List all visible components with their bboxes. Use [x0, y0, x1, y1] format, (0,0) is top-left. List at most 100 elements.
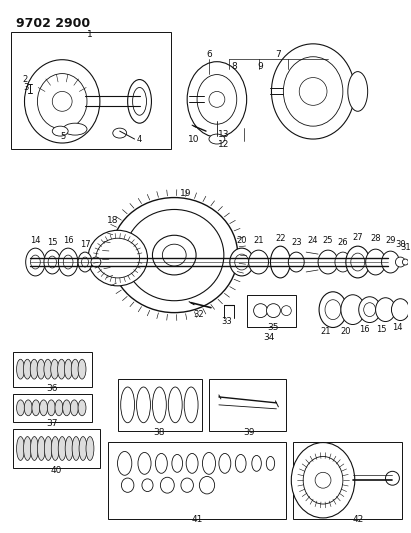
Ellipse shape	[121, 387, 134, 423]
Ellipse shape	[51, 359, 59, 379]
Ellipse shape	[138, 453, 151, 474]
Ellipse shape	[346, 246, 369, 278]
Ellipse shape	[81, 257, 88, 267]
Text: 34: 34	[263, 333, 274, 342]
Text: 28: 28	[370, 234, 381, 243]
Text: 23: 23	[291, 238, 302, 247]
Ellipse shape	[23, 437, 31, 461]
Ellipse shape	[44, 359, 52, 379]
Ellipse shape	[113, 128, 127, 138]
Ellipse shape	[235, 254, 249, 270]
Ellipse shape	[133, 87, 146, 115]
Ellipse shape	[70, 400, 79, 416]
Ellipse shape	[351, 253, 365, 271]
Ellipse shape	[155, 454, 167, 473]
Ellipse shape	[199, 477, 215, 494]
Ellipse shape	[249, 250, 268, 274]
Text: 42: 42	[352, 515, 363, 524]
Ellipse shape	[172, 455, 182, 472]
Ellipse shape	[24, 400, 32, 416]
Bar	[293, 441, 402, 519]
Circle shape	[91, 257, 101, 267]
Ellipse shape	[39, 400, 48, 416]
Ellipse shape	[44, 437, 52, 461]
Text: 21: 21	[253, 236, 264, 245]
Ellipse shape	[184, 387, 198, 423]
Ellipse shape	[16, 437, 25, 461]
Ellipse shape	[32, 400, 40, 416]
Text: 25: 25	[323, 236, 333, 245]
Circle shape	[52, 92, 72, 111]
Ellipse shape	[169, 387, 182, 423]
Ellipse shape	[303, 456, 343, 504]
Text: 41: 41	[192, 515, 203, 524]
Circle shape	[395, 257, 405, 267]
Text: 7: 7	[275, 50, 281, 59]
Ellipse shape	[203, 453, 215, 474]
Circle shape	[315, 472, 331, 488]
Ellipse shape	[37, 359, 45, 379]
Ellipse shape	[37, 74, 87, 129]
Text: 29: 29	[385, 236, 396, 245]
Ellipse shape	[152, 235, 196, 275]
Text: 39: 39	[243, 428, 254, 437]
Ellipse shape	[63, 400, 71, 416]
Text: 17: 17	[80, 240, 90, 249]
Ellipse shape	[78, 252, 92, 272]
Ellipse shape	[335, 252, 351, 272]
Ellipse shape	[121, 478, 134, 492]
Ellipse shape	[325, 300, 341, 320]
Ellipse shape	[283, 56, 343, 126]
Text: 31: 31	[400, 243, 411, 252]
Ellipse shape	[58, 359, 65, 379]
Ellipse shape	[30, 255, 40, 269]
Ellipse shape	[271, 44, 355, 139]
Ellipse shape	[118, 451, 132, 475]
Ellipse shape	[37, 437, 45, 461]
Ellipse shape	[47, 400, 55, 416]
Ellipse shape	[181, 478, 194, 492]
Ellipse shape	[391, 298, 409, 320]
Ellipse shape	[88, 230, 148, 286]
Bar	[118, 379, 202, 431]
Ellipse shape	[254, 304, 268, 318]
Ellipse shape	[78, 359, 86, 379]
Text: 15: 15	[376, 325, 387, 334]
Text: 15: 15	[47, 238, 58, 247]
Text: 16: 16	[359, 325, 370, 334]
Ellipse shape	[266, 304, 280, 318]
Text: 22: 22	[275, 234, 286, 243]
Ellipse shape	[72, 437, 80, 461]
Text: 14: 14	[392, 323, 403, 332]
Bar	[13, 429, 100, 469]
Ellipse shape	[152, 387, 166, 423]
Ellipse shape	[52, 126, 68, 136]
Ellipse shape	[65, 359, 72, 379]
Ellipse shape	[25, 60, 100, 143]
Ellipse shape	[96, 238, 140, 278]
Ellipse shape	[55, 400, 63, 416]
Ellipse shape	[58, 248, 78, 276]
Ellipse shape	[44, 250, 60, 274]
Text: 20: 20	[341, 327, 351, 336]
Text: 24: 24	[308, 236, 319, 245]
Ellipse shape	[78, 400, 86, 416]
Ellipse shape	[364, 303, 376, 317]
Ellipse shape	[26, 248, 45, 276]
Text: 16: 16	[63, 236, 74, 245]
Ellipse shape	[30, 359, 38, 379]
Ellipse shape	[142, 479, 153, 491]
Text: 38: 38	[154, 428, 165, 437]
Text: 1: 1	[87, 30, 93, 39]
Bar	[108, 441, 286, 519]
Ellipse shape	[128, 79, 151, 123]
Ellipse shape	[230, 248, 254, 276]
Ellipse shape	[359, 297, 381, 322]
Text: 13: 13	[218, 130, 230, 139]
Text: 20: 20	[236, 236, 247, 245]
Ellipse shape	[348, 71, 368, 111]
Ellipse shape	[197, 75, 237, 124]
Text: 10: 10	[188, 134, 200, 143]
Ellipse shape	[236, 455, 246, 472]
Text: 9702 2900: 9702 2900	[16, 17, 90, 30]
